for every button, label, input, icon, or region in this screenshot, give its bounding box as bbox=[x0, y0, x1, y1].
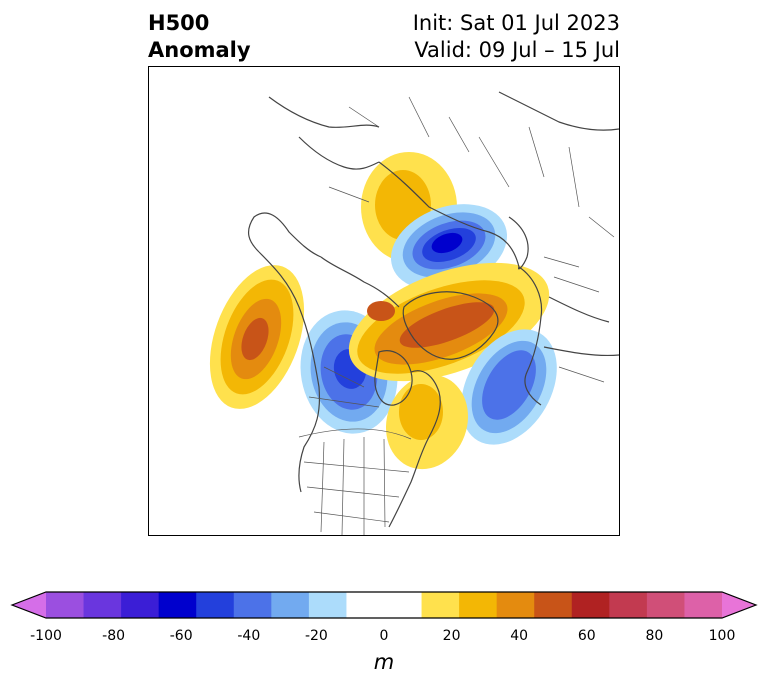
anomaly-map bbox=[148, 66, 620, 536]
colorbar-cells bbox=[12, 592, 756, 618]
colorbar-cell bbox=[158, 592, 197, 618]
colorbar-tick-label: -40 bbox=[237, 628, 261, 644]
colorbar-tick-label: 80 bbox=[645, 628, 664, 644]
colorbar-tick-label: 60 bbox=[577, 628, 596, 644]
colorbar-cell bbox=[83, 592, 122, 618]
colorbar-tick-label: -60 bbox=[169, 628, 193, 644]
colorbar-cell bbox=[496, 592, 535, 618]
colorbar-cell bbox=[534, 592, 573, 618]
colorbar-cell bbox=[346, 592, 385, 618]
colorbar-extend-min bbox=[12, 592, 46, 618]
colorbar-tick-label: 20 bbox=[442, 628, 461, 644]
colorbar-cell bbox=[684, 592, 723, 618]
init-date: Init: Sat 01 Jul 2023 bbox=[412, 11, 620, 35]
colorbar-tick-label: -100 bbox=[30, 628, 62, 644]
colorbar-cell bbox=[459, 592, 498, 618]
colorbar-cell bbox=[46, 592, 85, 618]
map-dates: Init: Sat 01 Jul 2023 Valid: 09 Jul – 15… bbox=[413, 10, 620, 64]
colorbar-cell bbox=[609, 592, 648, 618]
anomaly-fields bbox=[209, 152, 557, 470]
colorbar bbox=[10, 591, 758, 619]
colorbar-cell bbox=[308, 592, 347, 618]
colorbar-tick-label: -20 bbox=[304, 628, 328, 644]
coastlines bbox=[247, 91, 619, 528]
colorbar-tick-label: 100 bbox=[708, 628, 736, 644]
colorbar-cell bbox=[196, 592, 235, 618]
colorbar-cell bbox=[421, 592, 460, 618]
colorbar-units: m bbox=[373, 650, 395, 674]
colorbar-tick-label: 0 bbox=[379, 628, 389, 644]
map-title: H500 Anomaly bbox=[148, 10, 251, 64]
colorbar-tick-label: -80 bbox=[102, 628, 126, 644]
colorbar-tick-label: 40 bbox=[510, 628, 529, 644]
colorbar-cell bbox=[271, 592, 310, 618]
valid-dates: Valid: 09 Jul – 15 Jul bbox=[414, 38, 620, 62]
colorbar-cell bbox=[121, 592, 160, 618]
title-line-1: H500 bbox=[148, 11, 210, 35]
colorbar-cell bbox=[384, 592, 423, 618]
colorbar-cell bbox=[646, 592, 685, 618]
political-borders bbox=[298, 96, 615, 535]
title-line-2: Anomaly bbox=[148, 38, 251, 62]
colorbar-cell bbox=[571, 592, 610, 618]
colorbar-cell bbox=[233, 592, 272, 618]
colorbar-extend-max bbox=[722, 592, 756, 618]
colorbar-outline bbox=[10, 591, 758, 619]
